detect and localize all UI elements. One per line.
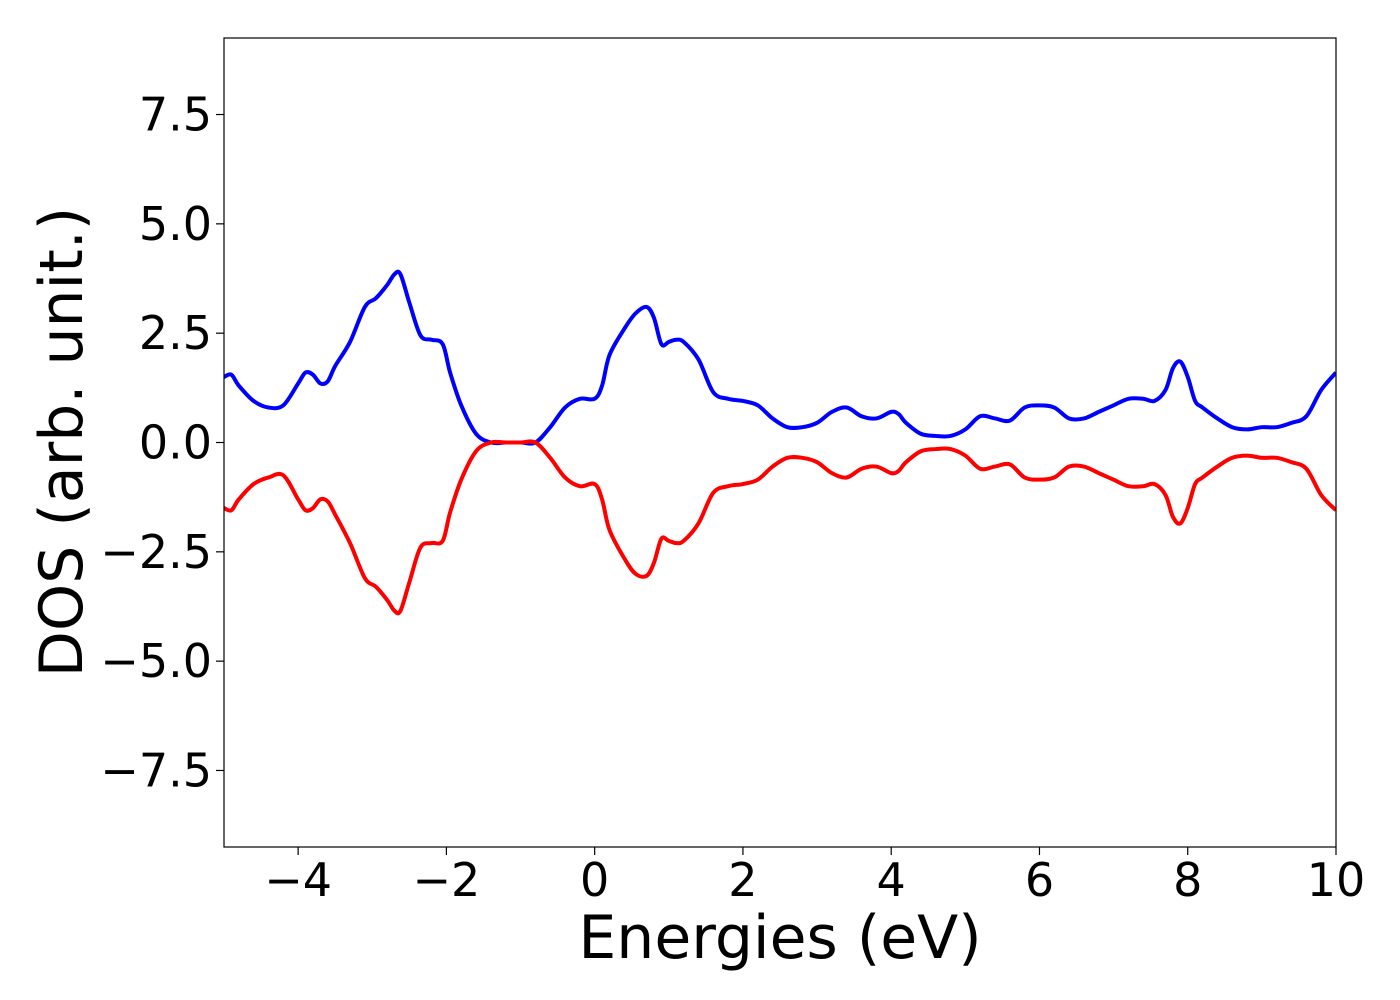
plot-frame — [223, 37, 1337, 848]
x-axis-title: Energies (eV) — [578, 903, 981, 973]
x-tick-label: −2 — [412, 853, 480, 907]
series-line-spin-down — [224, 439, 1336, 616]
y-tick-label: −7.5 — [100, 743, 212, 797]
y-tick-label: 0.0 — [139, 416, 212, 470]
x-tick-label: −4 — [264, 853, 332, 907]
series-line-spin-up — [224, 269, 1336, 446]
x-tick-label: 10 — [1307, 853, 1366, 907]
y-axis-title: DOS (arb. unit.) — [27, 207, 97, 677]
series-layer — [224, 269, 1336, 616]
x-axis: −4 −2 0 2 4 6 8 10 — [264, 847, 1365, 907]
x-tick-label: 2 — [728, 853, 757, 907]
x-tick-label: 8 — [1173, 853, 1202, 907]
x-tick-label: 4 — [877, 853, 906, 907]
y-tick-label: −5.0 — [100, 634, 212, 688]
y-axis: 7.5 5.0 2.5 0.0 −2.5 −5.0 −7.5 — [100, 88, 224, 797]
y-tick-label: 5.0 — [139, 197, 212, 251]
x-tick-label: 6 — [1025, 853, 1054, 907]
y-tick-label: −2.5 — [100, 525, 212, 579]
x-tick-label: 0 — [580, 853, 609, 907]
y-tick-label: 7.5 — [139, 88, 212, 142]
y-tick-label: 2.5 — [139, 306, 212, 360]
